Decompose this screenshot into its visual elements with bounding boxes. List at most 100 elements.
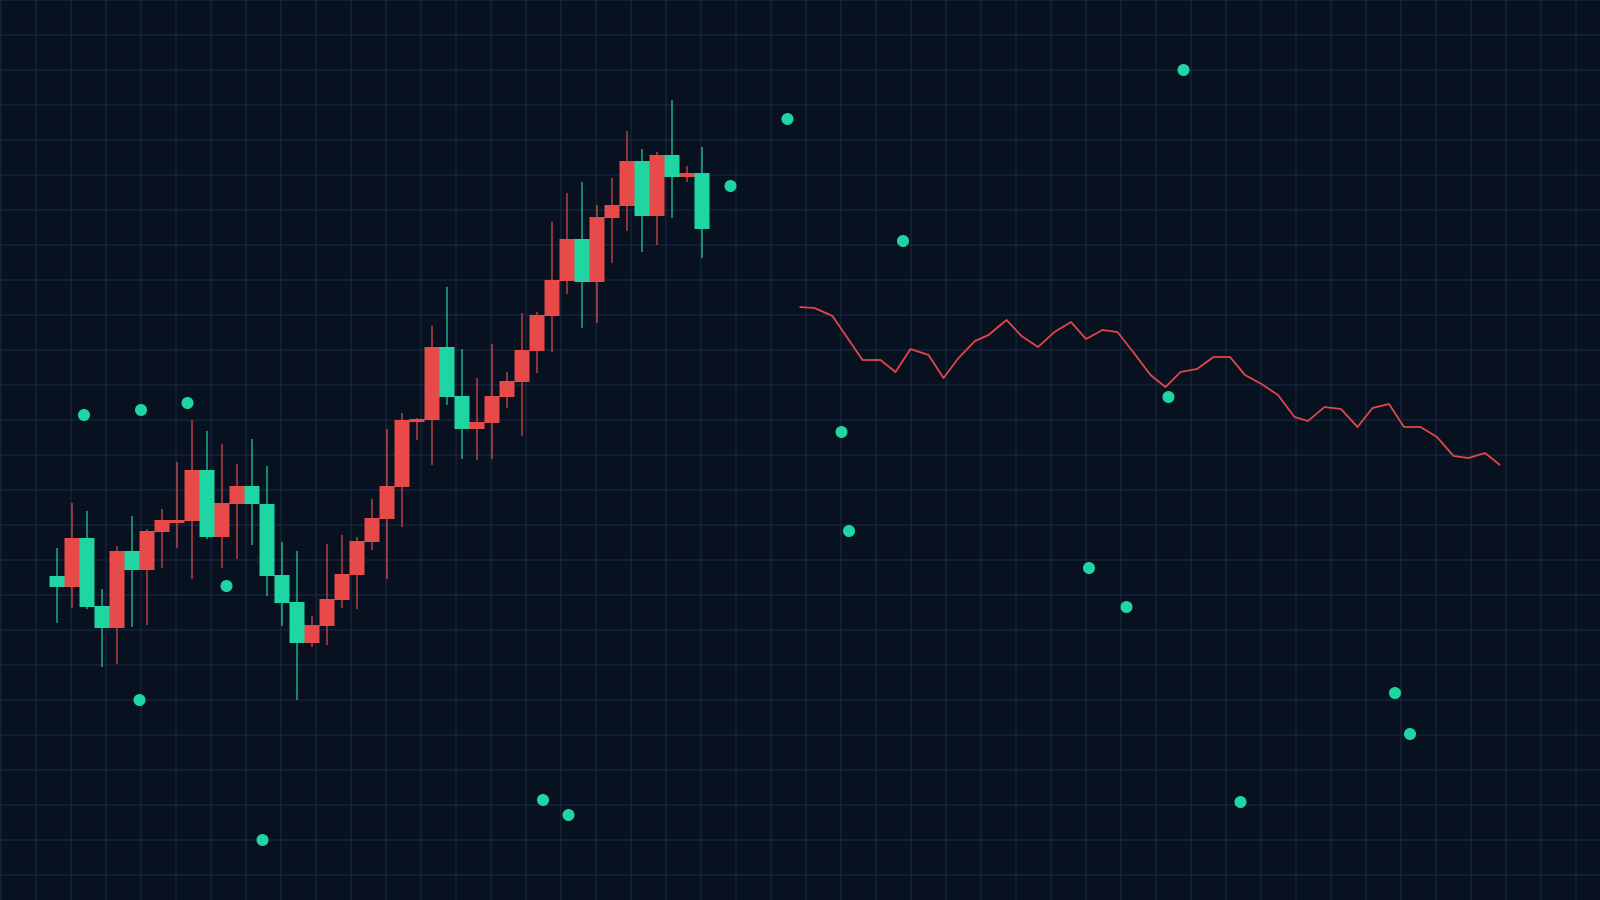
candle [679, 166, 695, 182]
candle [424, 326, 440, 465]
scatter-point [781, 113, 794, 125]
candle [619, 131, 635, 231]
line-series [799, 306, 1501, 466]
line-series-path [799, 306, 1501, 466]
candle-body [214, 503, 230, 537]
candle [604, 178, 620, 263]
candle-body [349, 541, 365, 575]
candle-body [514, 350, 530, 382]
scatter-point [1120, 601, 1133, 613]
scatter-point [1083, 562, 1095, 574]
candle-body [94, 606, 110, 628]
candle-body [499, 381, 515, 397]
candle-body [169, 520, 185, 523]
candle [214, 444, 230, 568]
candle [544, 222, 560, 352]
candle [349, 537, 365, 609]
candle-body [139, 531, 155, 570]
candle-body [259, 504, 275, 576]
candle-body [184, 470, 200, 521]
scatter-point [897, 235, 909, 247]
candle-body [469, 422, 485, 429]
scatter-point [1389, 687, 1401, 699]
candle-body [454, 396, 470, 429]
candle [394, 413, 410, 527]
candle [334, 535, 350, 608]
candle [559, 193, 575, 294]
scatter-point [256, 834, 269, 846]
candle [199, 431, 215, 539]
candle [454, 349, 470, 459]
candle [514, 313, 530, 436]
candle [364, 499, 380, 550]
candle [499, 372, 515, 408]
candle-body [679, 173, 695, 177]
candle [259, 466, 275, 596]
candle [409, 418, 425, 440]
candle-body [484, 396, 500, 423]
scatter-point [133, 694, 146, 706]
candle [574, 182, 590, 328]
candle [469, 378, 485, 460]
candle [649, 152, 665, 245]
candle [379, 429, 395, 579]
candle [244, 439, 260, 545]
scatter-point [724, 180, 737, 192]
candle [319, 544, 335, 645]
candle [94, 589, 110, 667]
candle [184, 420, 200, 579]
candle-body [529, 315, 545, 351]
candle-body [664, 155, 680, 177]
candle-body [229, 486, 245, 504]
candle-body [619, 161, 635, 206]
candle-body [604, 205, 620, 218]
candle [49, 548, 65, 623]
candle [154, 509, 170, 568]
candle-body [154, 520, 170, 532]
candle-body [379, 486, 395, 519]
candle-body [574, 239, 590, 282]
candle [64, 503, 80, 608]
scatter-point [537, 794, 549, 806]
candle-body [64, 538, 80, 587]
candle [484, 344, 500, 459]
candle [589, 205, 605, 323]
candle-body [589, 217, 605, 282]
candle-body [79, 538, 95, 607]
scatter-points [78, 64, 1416, 846]
candle [169, 462, 185, 548]
candle [529, 312, 545, 373]
candle-body [409, 419, 425, 422]
candle [439, 287, 455, 405]
candle [664, 100, 680, 218]
scatter-point [1234, 796, 1247, 808]
candle-body [109, 551, 125, 628]
scatter-point [1177, 64, 1190, 76]
candle-body [274, 575, 290, 603]
candle [109, 546, 125, 664]
candle [124, 516, 140, 627]
candle [634, 149, 650, 252]
candle-body [694, 173, 710, 229]
candle-body [319, 599, 335, 626]
candle-body [649, 155, 665, 216]
candle [79, 511, 95, 609]
scatter-point [1162, 391, 1175, 403]
candle-body [244, 486, 260, 504]
candle-body [199, 470, 215, 537]
candle-body [634, 161, 650, 216]
scatter-point [835, 426, 848, 438]
candle-body [124, 551, 140, 570]
scatter-point [562, 809, 575, 821]
candle-body [424, 347, 440, 420]
candle [694, 147, 710, 258]
candle [289, 551, 305, 700]
candle-body [49, 576, 65, 587]
candle-body [334, 574, 350, 600]
scatter-point [1404, 728, 1416, 740]
scatter-point [135, 404, 147, 416]
candle-body [559, 239, 575, 281]
candle [139, 529, 155, 625]
candle-body [289, 602, 305, 643]
